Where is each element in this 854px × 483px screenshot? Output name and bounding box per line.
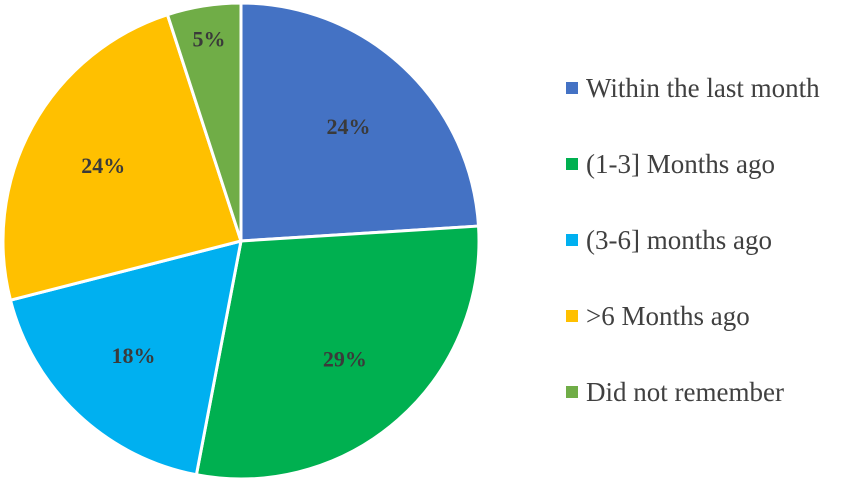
pie-slice-over-6-months-ago bbox=[1, 13, 243, 302]
legend-item-3-6-months-ago: (3-6] months ago bbox=[566, 202, 854, 278]
legend-swatch-within-last-month bbox=[566, 82, 578, 94]
legend-label-over-6-months-ago: >6 Months ago bbox=[586, 300, 750, 331]
legend-swatch-over-6-months-ago bbox=[566, 310, 578, 322]
legend-item-1-3-months-ago: (1-3] Months ago bbox=[566, 126, 854, 202]
pie-slice-3-6-months-ago bbox=[8, 239, 243, 477]
data-label-over-6-months-ago: 24% bbox=[81, 153, 125, 178]
pie-slices bbox=[1, 1, 481, 481]
pie-slice-within-last-month bbox=[239, 1, 481, 243]
pie-data-labels: 24% 29% 18% 24% 5% bbox=[81, 26, 370, 371]
legend-label-did-not-remember: Did not remember bbox=[586, 376, 784, 407]
pie-slice-did-not-remember bbox=[165, 1, 243, 243]
legend-swatch-3-6-months-ago bbox=[566, 234, 578, 246]
legend-label-within-last-month: Within the last month bbox=[586, 72, 820, 103]
legend-swatch-did-not-remember bbox=[566, 386, 578, 398]
legend-swatch-1-3-months-ago bbox=[566, 158, 578, 170]
data-label-1-3-months-ago: 29% bbox=[323, 346, 367, 371]
data-label-3-6-months-ago: 18% bbox=[112, 343, 156, 368]
legend: Within the last month (1-3] Months ago (… bbox=[566, 50, 854, 430]
legend-label-3-6-months-ago: (3-6] months ago bbox=[586, 224, 772, 255]
data-label-within-last-month: 24% bbox=[327, 114, 371, 139]
pie-plot-area: 24% 29% 18% 24% 5% bbox=[1, 1, 481, 481]
legend-item-did-not-remember: Did not remember bbox=[566, 354, 854, 430]
legend-item-over-6-months-ago: >6 Months ago bbox=[566, 278, 854, 354]
data-label-did-not-remember: 5% bbox=[193, 26, 226, 51]
pie-slice-1-3-months-ago bbox=[194, 224, 481, 481]
legend-label-1-3-months-ago: (1-3] Months ago bbox=[586, 148, 775, 179]
legend-item-within-last-month: Within the last month bbox=[566, 50, 854, 126]
